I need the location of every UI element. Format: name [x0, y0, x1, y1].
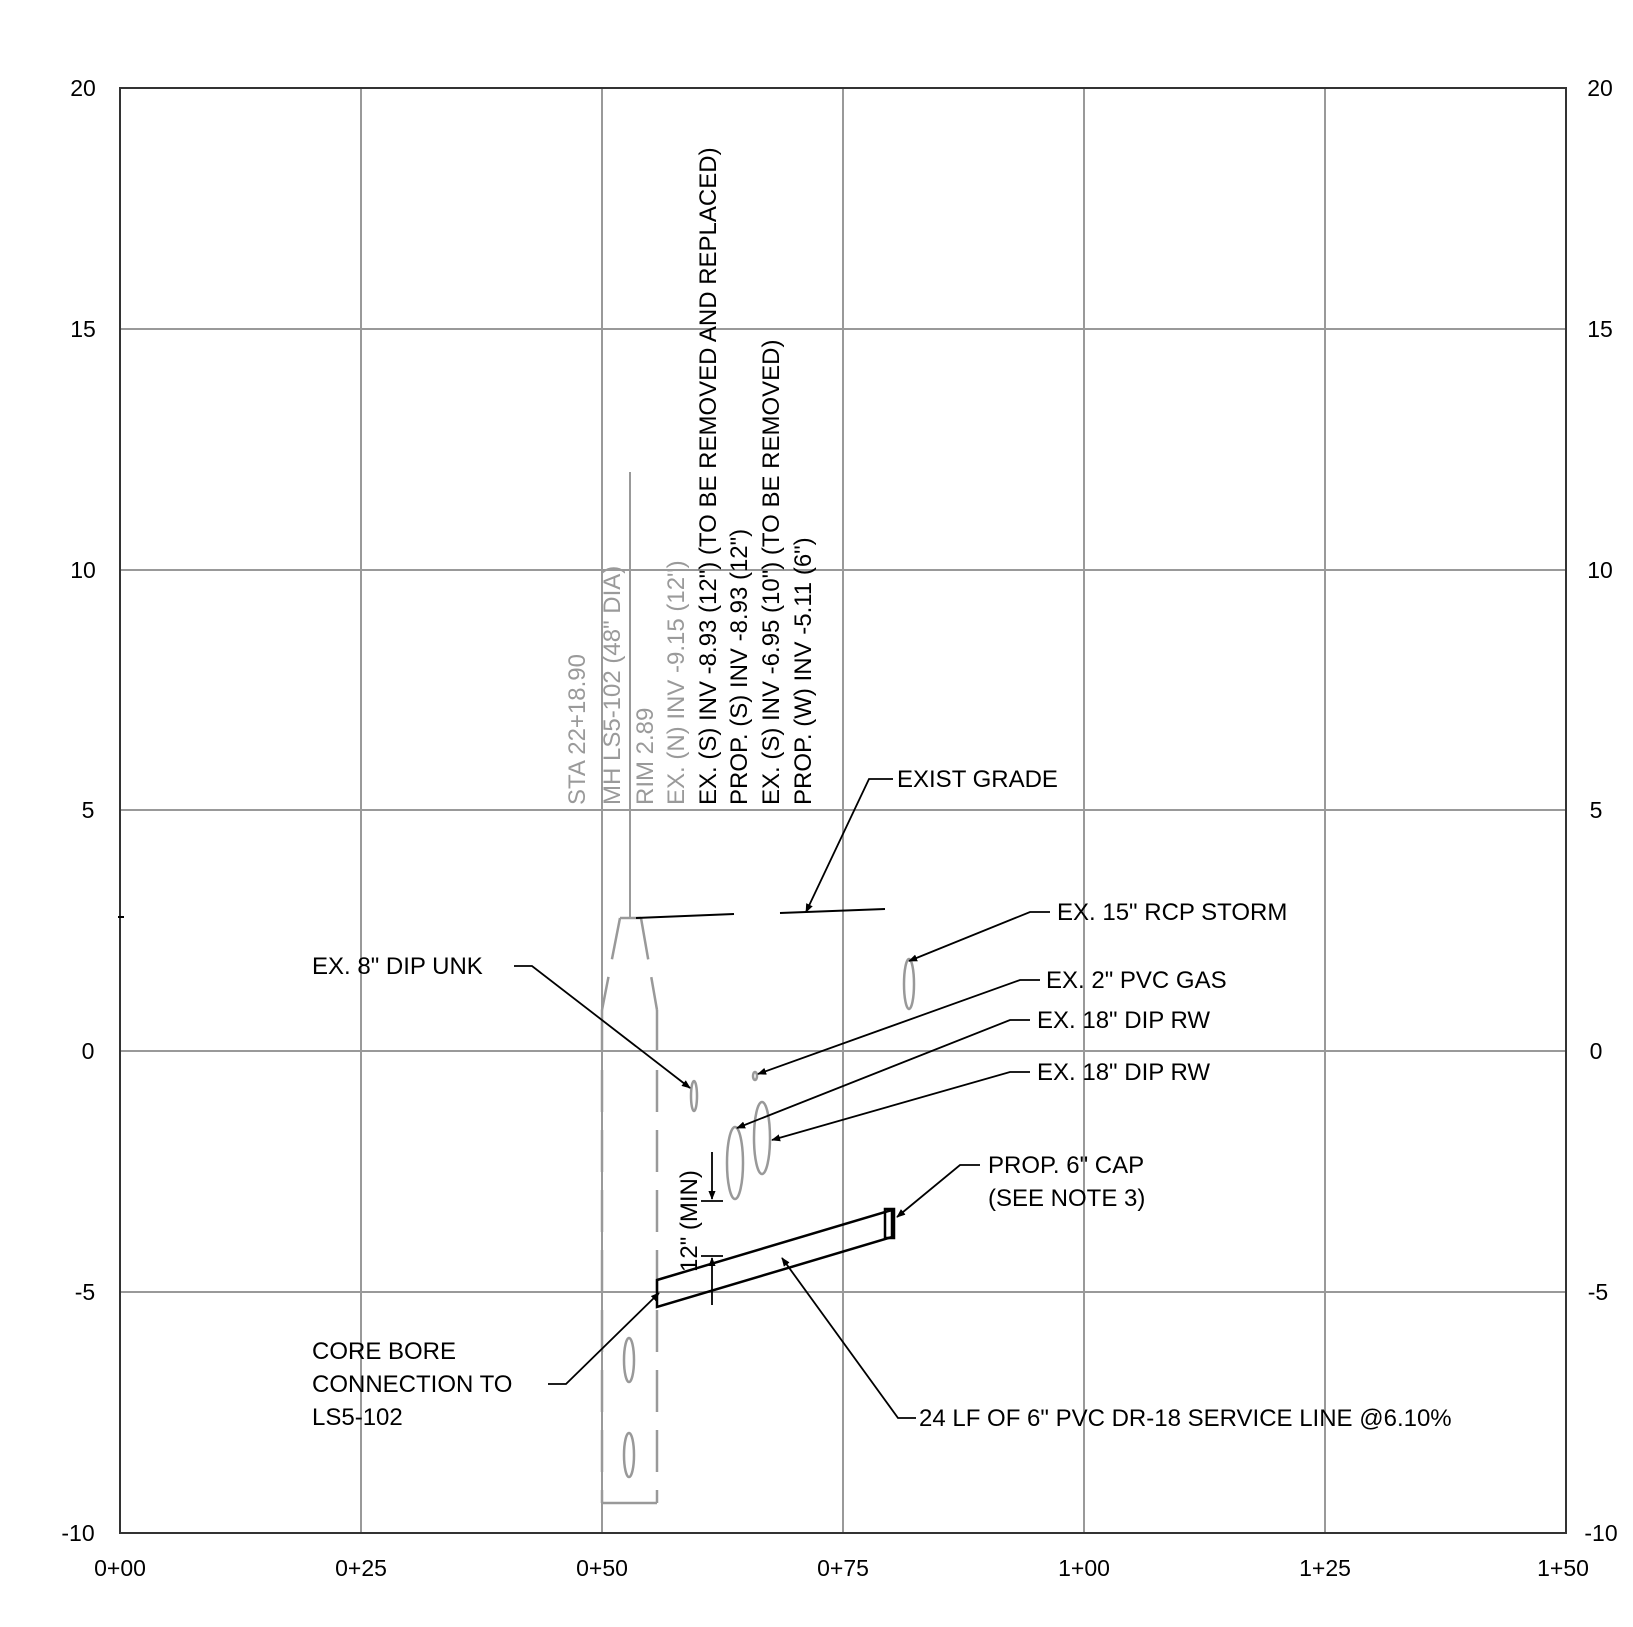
x-axis-labels: 0+00 0+25 0+50 0+75 1+00 1+25 1+50	[94, 1555, 1589, 1581]
leader-lines	[514, 778, 1050, 1419]
dip-rw-ellipse	[752, 1100, 772, 1176]
core-bore-label-line2: CONNECTION TO	[312, 1371, 512, 1398]
y-tick-label: 0	[82, 1038, 95, 1064]
grid	[120, 88, 1566, 1533]
x-tick-label: 0+00	[94, 1555, 146, 1581]
storm-pipe-ellipse	[902, 957, 916, 1011]
y-tick-label: -5	[75, 1279, 95, 1305]
y-tick-label: -10	[61, 1520, 94, 1546]
core-bore-label-line1: CORE BORE	[312, 1338, 456, 1365]
invert-s-existing-removed-label: EX. (S) INV -6.95 (10") (TO BE REMOVED)	[758, 339, 785, 805]
y-tick-label: 20	[1587, 75, 1613, 101]
manhole-name-label: MH LS5-102 (48" DIA)	[599, 566, 626, 805]
dip-rw-label: EX. 18" DIP RW	[1037, 1059, 1210, 1086]
y-axis-labels-right: 20 15 10 5 0 -5 -10	[1584, 75, 1617, 1546]
dip-rw-label: EX. 18" DIP RW	[1037, 1007, 1210, 1034]
y-tick-label: -5	[1588, 1279, 1608, 1305]
core-bore-label-line3: LS5-102	[312, 1404, 403, 1431]
dip-rw-leader-1	[736, 1019, 1030, 1129]
service-line-leader	[781, 1257, 916, 1419]
invert-w-proposed-label: PROP. (W) INV -5.11 (6")	[790, 537, 817, 805]
x-tick-label: 1+50	[1537, 1555, 1589, 1581]
gas-pipe-ellipse	[751, 1070, 759, 1082]
manhole-cone-left	[600, 917, 622, 1011]
plot-frame	[119, 87, 1567, 1534]
dip-unk-leader	[514, 965, 691, 1089]
x-tick-label: 0+25	[335, 1555, 387, 1581]
dip-unk-ellipse	[689, 1079, 699, 1113]
cap-label-line2: (SEE NOTE 3)	[988, 1185, 1145, 1212]
clearance-label: 12" (MIN)	[676, 1170, 703, 1272]
dip-unk-label: EX. 8" DIP UNK	[312, 953, 483, 980]
gas-label: EX. 2" PVC GAS	[1046, 967, 1227, 994]
y-tick-label: 5	[82, 797, 95, 823]
y-tick-label: 15	[70, 316, 96, 342]
cap-leader	[896, 1164, 980, 1218]
invert-s-proposed-label: PROP. (S) INV -8.93 (12")	[726, 529, 753, 805]
manhole-opening-ellipse	[622, 1431, 636, 1479]
manhole-ls5-102	[600, 472, 659, 1505]
rim-label: RIM 2.89	[632, 708, 659, 805]
manhole-opening-ellipse	[622, 1336, 636, 1384]
y-tick-label: 10	[1587, 557, 1613, 583]
y-tick-label: 0	[1590, 1038, 1603, 1064]
x-tick-label: 0+50	[576, 1555, 628, 1581]
exist-grade-leader	[805, 778, 893, 913]
service-cap	[883, 1207, 896, 1240]
core-bore-leader	[548, 1292, 660, 1385]
x-tick-label: 1+25	[1299, 1555, 1351, 1581]
manhole-labels: STA 22+18.90 MH LS5-102 (48" DIA) RIM 2.…	[564, 147, 817, 805]
y-tick-label: -10	[1584, 1520, 1617, 1546]
clearance-dimension	[701, 1152, 723, 1305]
storm-label: EX. 15" RCP STORM	[1057, 899, 1287, 926]
utility-crossings	[689, 957, 916, 1201]
invert-n-label: EX. (N) INV -9.15 (12")	[663, 560, 690, 805]
x-tick-label: 1+00	[1058, 1555, 1110, 1581]
x-tick-label: 0+75	[817, 1555, 869, 1581]
storm-leader	[908, 911, 1050, 962]
y-tick-label: 20	[70, 75, 96, 101]
station-label: STA 22+18.90	[564, 654, 591, 805]
dip-rw-leader-2	[771, 1071, 1030, 1142]
y-tick-label: 10	[70, 557, 96, 583]
dip-rw-ellipse	[725, 1125, 745, 1201]
gas-leader	[757, 979, 1040, 1075]
invert-s-existing-label: EX. (S) INV -8.93 (12") (TO BE REMOVED A…	[695, 147, 722, 805]
exist-grade-label: EXIST GRADE	[897, 766, 1058, 793]
manhole-cone-right	[639, 917, 659, 1011]
y-tick-label: 5	[1590, 797, 1603, 823]
service-line-label: 24 LF OF 6" PVC DR-18 SERVICE LINE @6.10…	[919, 1405, 1452, 1432]
callout-labels: EXIST GRADE EX. 15" RCP STORM EX. 8" DIP…	[312, 766, 1452, 1432]
y-tick-label: 15	[1587, 316, 1613, 342]
y-axis-labels-left: 20 15 10 5 0 -5 -10	[61, 75, 95, 1546]
existing-grade-line	[635, 908, 886, 919]
cap-label-line1: PROP. 6" CAP	[988, 1152, 1144, 1179]
